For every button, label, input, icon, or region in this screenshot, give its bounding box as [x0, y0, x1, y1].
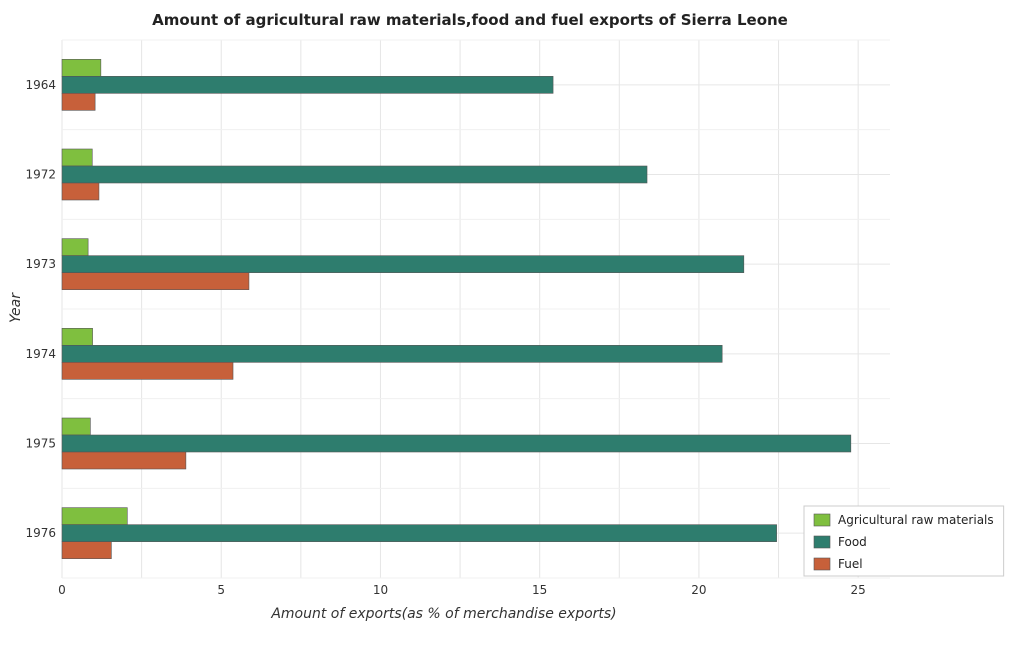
bar-agricultural-raw-materials [61, 328, 93, 346]
y-tick-label: 1972 [25, 168, 56, 182]
legend-label: Agricultural raw materials [838, 513, 994, 527]
y-tick-label: 1974 [25, 347, 56, 361]
bar-fuel [61, 541, 112, 559]
bar-food [61, 165, 648, 184]
x-tick-label: 0 [58, 583, 66, 597]
x-axis-label: Amount of exports(as % of merchandise ex… [270, 606, 616, 622]
x-tick-label: 10 [373, 583, 388, 597]
y-axis-label: Year [8, 292, 24, 323]
bar-fuel [61, 93, 96, 111]
y-tick-label: 1964 [25, 78, 56, 92]
bar-fuel [61, 362, 234, 380]
bar-fuel [61, 182, 100, 201]
y-tick-label: 1973 [25, 257, 56, 271]
legend-box [803, 505, 1005, 577]
legend-swatch [813, 513, 831, 527]
legend-swatch [813, 557, 831, 571]
plot-area: 1964 1972 1973 1974 1975 1976 0 5 10 15 20 25 [25, 39, 890, 597]
bar-fuel [61, 272, 250, 290]
legend-label: Food [838, 535, 867, 549]
x-tick-label: 5 [217, 583, 225, 597]
bar-agricultural-raw-materials [61, 148, 93, 167]
bar-fuel [61, 451, 187, 470]
x-tick-label: 15 [532, 583, 547, 597]
bar-agricultural-raw-materials [61, 507, 128, 525]
bar-food [61, 76, 554, 94]
legend: Agricultural raw materials Food Fuel [803, 505, 1005, 577]
bar-agricultural-raw-materials [61, 59, 102, 77]
bar-food [61, 345, 723, 363]
bar-agricultural-raw-materials [61, 238, 89, 256]
legend-swatch [813, 535, 831, 549]
bar-food [61, 524, 777, 542]
x-tick-label: 25 [851, 583, 866, 597]
y-tick-label: 1975 [25, 437, 56, 451]
y-tick-label: 1976 [25, 526, 56, 540]
bar-agricultural-raw-materials [61, 417, 91, 436]
chart-title: Amount of agricultural raw materials,foo… [152, 11, 788, 29]
legend-label: Fuel [838, 557, 863, 571]
bar-food [61, 434, 852, 453]
bar-food [61, 255, 745, 273]
x-tick-label: 20 [691, 583, 706, 597]
